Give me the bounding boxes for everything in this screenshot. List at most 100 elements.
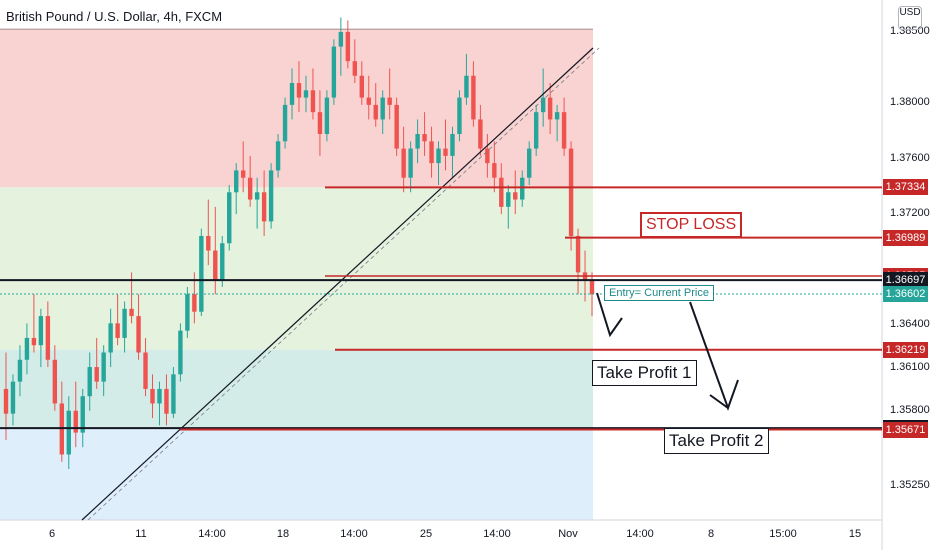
candle-body [589,279,595,295]
candle-body [527,148,532,178]
candle-body [401,148,406,178]
candle-body [554,112,560,120]
candle-body [52,359,58,404]
candle-body [213,250,218,280]
candle-body [150,388,155,404]
x-tick-label: Nov [558,528,578,540]
candle-body [10,381,16,414]
candle-body [192,294,197,312]
arrow-2 [689,301,739,411]
candle-body [282,104,288,142]
candle-body [122,308,127,338]
candle-body [254,192,260,200]
x-tick-label: 14:00 [626,528,654,540]
x-tick-label: 6 [49,528,55,540]
candle-body [234,170,239,193]
candle-body [101,352,106,382]
y-tick-label: 1.35800 [890,404,930,416]
currency-button[interactable]: USD [898,6,922,30]
candle-body [464,75,469,98]
take-profit-1-label: Take Profit 1 [592,360,697,386]
candle-body [303,90,309,98]
entry-label: Entry= Current Price [604,285,714,301]
candle-body [115,323,120,338]
candle-body [443,148,448,156]
candle-body [136,316,141,353]
stop-loss-label: STOP LOSS [640,212,743,238]
candle-body [457,97,462,135]
candle-body [275,141,281,171]
x-tick-label: 11 [135,528,146,540]
candle-body [387,97,392,105]
candle-body [575,235,581,273]
candle-body [129,308,134,317]
candle-body [568,148,574,236]
candle-body [94,367,99,382]
y-tick-label: 1.37200 [890,207,930,219]
price-level-box: 1.36602 [883,285,928,302]
arrow-2-head [709,394,729,409]
trendline [81,47,594,521]
candle-body [471,75,476,120]
candle-body [87,367,92,397]
candle-body [415,134,420,149]
candle-body [533,112,539,149]
candle-body [359,75,364,98]
y-tick-label: 1.37600 [890,152,930,164]
candle-body [143,352,148,389]
x-tick-label: 15:00 [769,528,797,540]
price-level-box: 1.36989 [883,229,928,246]
zone-red [0,29,593,188]
symbol-title: British Pound / U.S. Dollar, 4h, FXCM [6,9,223,24]
candle-body [80,396,85,433]
candle-body [547,97,553,120]
candle-body [73,410,78,433]
candle-body [108,323,113,353]
candle-body [178,330,183,375]
zone-blue [0,428,593,520]
candle-body [164,388,169,414]
take-profit-2-label: Take Profit 2 [664,428,769,454]
y-tick-label: 1.36100 [890,361,930,373]
arrow-1 [596,292,623,338]
candlestick-series [3,17,595,470]
candle-body [45,316,51,360]
candle-body [429,141,434,164]
candle-body [185,294,190,331]
x-tick-label: 25 [420,528,432,540]
price-level-box: 1.35671 [883,421,928,438]
candle-body [520,177,525,200]
candle-body [422,134,427,142]
candle-body [3,388,9,414]
candle-body [296,83,302,98]
candle-body [513,192,518,200]
candle-body [171,374,176,414]
currency-label: USD [899,7,921,18]
x-tick-label: 8 [708,528,714,540]
drawing-lines [0,47,882,521]
candle-body [499,177,504,207]
price-level-box: 1.36697 [883,272,928,289]
candle-body [380,97,385,120]
candle-body [394,104,399,149]
candle-body [561,112,567,149]
candle-body [366,97,371,105]
x-tick-label: 15 [849,528,861,540]
y-tick-label: 1.36400 [890,318,930,330]
candle-body [268,170,274,222]
candle-body [66,410,71,455]
x-tick-label: 14:00 [340,528,368,540]
x-tick-label: 14:00 [198,528,226,540]
candle-body [373,104,378,120]
zone-teal [0,349,593,429]
candle-body [220,243,225,280]
candle-body [289,83,295,105]
candle-body [331,46,337,98]
candle-body [24,337,30,360]
candle-body [247,177,253,200]
candle-body [206,235,211,251]
candle-body [408,148,413,178]
candle-body [478,119,483,149]
candle-body [227,192,232,244]
